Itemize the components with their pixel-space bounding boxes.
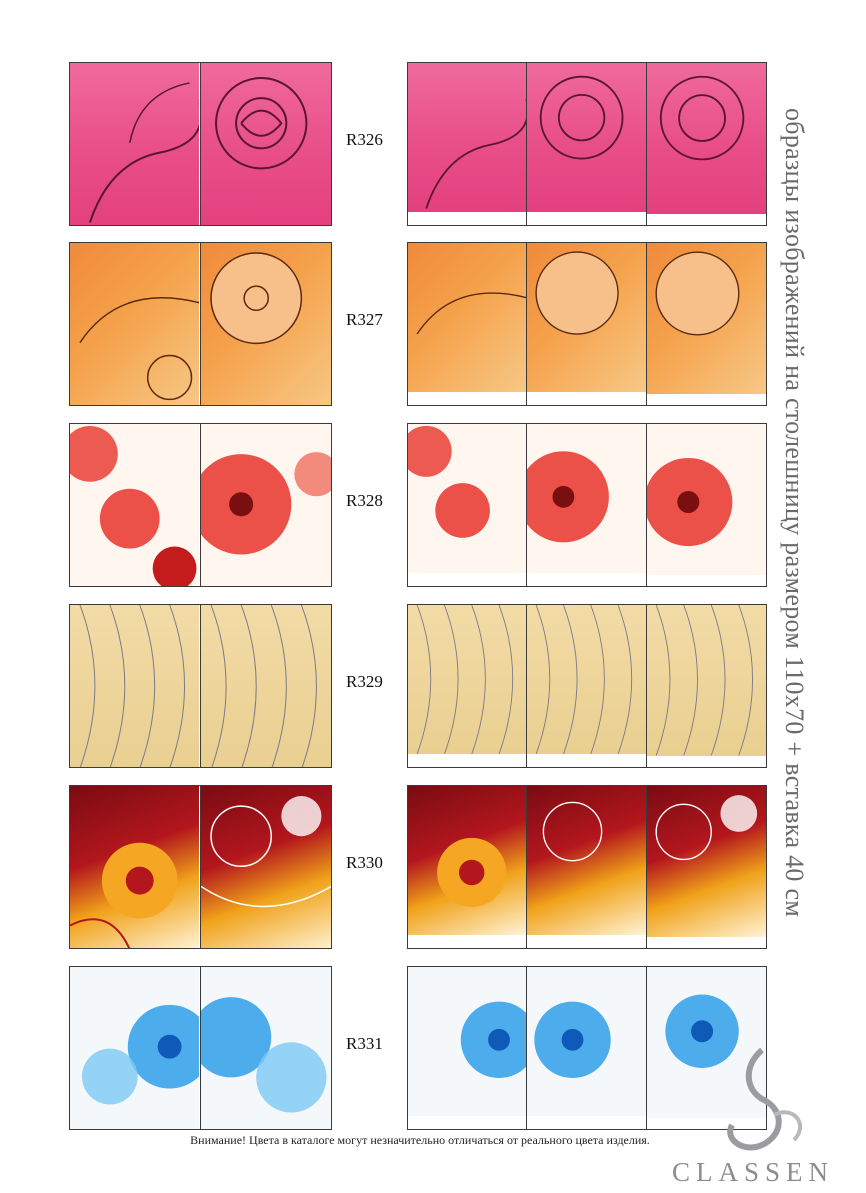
panel-segment bbox=[527, 63, 647, 225]
panel-segment bbox=[200, 605, 332, 767]
sample-row-r329: R329 bbox=[0, 604, 866, 768]
panel-segment bbox=[646, 63, 766, 225]
tabletop-sample-3-panel bbox=[407, 62, 767, 226]
tabletop-sample-3-panel bbox=[407, 785, 767, 949]
brand-name: CLASSEN bbox=[672, 1157, 835, 1187]
panel-segment bbox=[408, 243, 528, 405]
panel-segment bbox=[200, 243, 332, 405]
sample-row-r331: R331 bbox=[0, 966, 866, 1130]
panel-segment bbox=[646, 243, 766, 405]
tabletop-sample-2-panel bbox=[69, 62, 332, 226]
panel-segment bbox=[70, 424, 201, 586]
tabletop-sample-2-panel bbox=[69, 604, 332, 768]
tabletop-sample-2-panel bbox=[69, 966, 332, 1130]
panel-segment bbox=[70, 786, 201, 948]
panel-segment bbox=[200, 786, 332, 948]
panel-segment bbox=[200, 424, 332, 586]
panel-segment bbox=[200, 63, 332, 225]
panel-segment bbox=[527, 967, 647, 1129]
tabletop-sample-3-panel bbox=[407, 604, 767, 768]
tabletop-sample-3-panel bbox=[407, 242, 767, 406]
panel-segment bbox=[70, 63, 201, 225]
panel-segment bbox=[70, 967, 201, 1129]
panel-segment bbox=[408, 967, 528, 1129]
sample-code: R326 bbox=[346, 130, 383, 149]
panel-segment bbox=[646, 786, 766, 948]
panel-segment bbox=[408, 424, 528, 586]
vertical-heading-text: образцы изображений на столешницу размер… bbox=[780, 108, 809, 918]
sample-code: R331 bbox=[346, 1034, 383, 1053]
panel-segment bbox=[200, 967, 332, 1129]
sample-row-r328: R328 bbox=[0, 423, 866, 587]
tabletop-sample-2-panel bbox=[69, 785, 332, 949]
sample-code: R329 bbox=[346, 672, 383, 691]
sample-code: R328 bbox=[346, 491, 383, 510]
vertical-heading: образцы изображений на столешницу размер… bbox=[775, 108, 815, 1048]
panel-segment bbox=[527, 243, 647, 405]
tabletop-sample-2-panel bbox=[69, 423, 332, 587]
panel-segment bbox=[70, 243, 201, 405]
panel-segment bbox=[408, 786, 528, 948]
panel-segment bbox=[527, 424, 647, 586]
sample-row-r327: R327 bbox=[0, 242, 866, 406]
tabletop-sample-3-panel bbox=[407, 966, 767, 1130]
panel-segment bbox=[527, 786, 647, 948]
tabletop-sample-3-panel bbox=[407, 423, 767, 587]
panel-segment bbox=[527, 605, 647, 767]
sample-row-r326: R326 bbox=[0, 62, 866, 226]
panel-segment bbox=[408, 63, 528, 225]
panel-segment bbox=[646, 605, 766, 767]
panel-segment bbox=[646, 967, 766, 1129]
tabletop-sample-2-panel bbox=[69, 242, 332, 406]
color-disclaimer: Внимание! Цвета в каталоге могут незначи… bbox=[190, 1133, 650, 1147]
sample-code: R327 bbox=[346, 310, 383, 329]
sample-row-r330: R330 bbox=[0, 785, 866, 949]
panel-segment bbox=[646, 424, 766, 586]
sample-code: R330 bbox=[346, 853, 383, 872]
panel-segment bbox=[70, 605, 201, 767]
classen-logo-icon bbox=[727, 1047, 802, 1151]
panel-segment bbox=[408, 605, 528, 767]
